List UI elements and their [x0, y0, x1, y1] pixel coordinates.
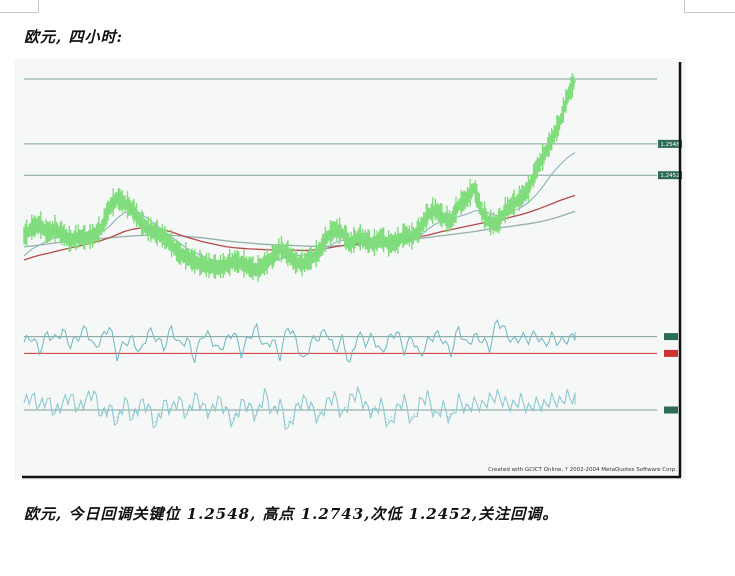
- chart-credit: Created with GCICT Online, ? 2002-2004 M…: [488, 467, 677, 473]
- osc2-level-tag: [664, 406, 678, 414]
- forex-chart: 1.2548 1.2452 Created with GCICT Online, …: [14, 58, 686, 480]
- osc1-line: [23, 319, 576, 364]
- chart-background: [14, 58, 686, 480]
- page-corner-mark-left: [0, 0, 39, 13]
- price-level-tag: [658, 171, 682, 180]
- analysis-comment: 欧元, 今日回调关键位 1.2548, 高点 1.2743,次低 1.2452,…: [24, 505, 559, 523]
- ma-slow-line: [23, 210, 576, 248]
- price-line: [23, 79, 577, 272]
- osc1-level-tag: [664, 333, 678, 341]
- osc1-zero-tag: [664, 349, 678, 357]
- price-level-label: 1.2548: [660, 142, 680, 148]
- osc2-signal-line: [23, 387, 576, 426]
- oscillator-1: [23, 319, 678, 364]
- page-corner-mark-right: [684, 0, 735, 13]
- oscillator-2: [23, 385, 678, 431]
- price-level-label: 1.2452: [660, 173, 679, 179]
- price-bars: [23, 73, 577, 283]
- ma-mid-line: [23, 194, 576, 261]
- price-level-tag: [658, 139, 682, 148]
- chart-heading: 欧元, 四小时:: [24, 28, 123, 46]
